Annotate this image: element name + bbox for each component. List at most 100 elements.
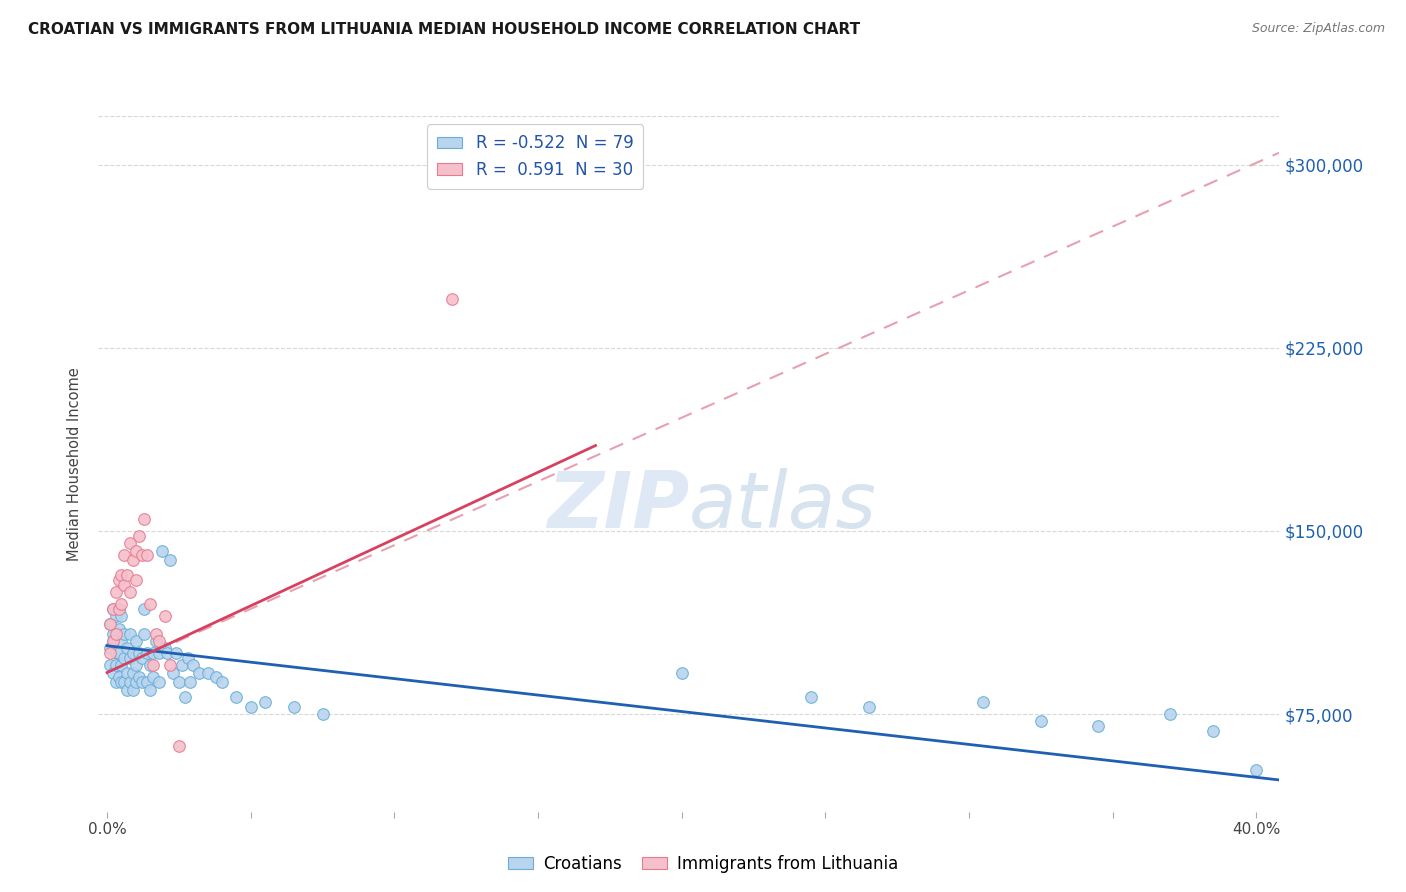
Point: [139, 597, 162, 611]
Point: [107, 602, 129, 616]
Text: ZIP: ZIP: [547, 467, 689, 543]
Point: [159, 553, 181, 567]
Point: [110, 675, 132, 690]
Point: [112, 675, 135, 690]
Point: [181, 658, 204, 673]
Point: [205, 670, 228, 684]
Point: [110, 568, 132, 582]
Point: [1246, 763, 1268, 777]
Point: [134, 626, 156, 640]
Point: [153, 609, 176, 624]
Point: [125, 658, 148, 673]
Point: [98, 646, 121, 660]
Point: [112, 549, 135, 563]
Point: [142, 670, 165, 684]
Point: [112, 577, 135, 591]
Point: [131, 675, 153, 690]
Point: [179, 675, 201, 690]
Point: [118, 651, 141, 665]
Point: [134, 512, 156, 526]
Point: [671, 665, 693, 680]
Point: [148, 646, 170, 660]
Legend: R = -0.522  N = 79, R =  0.591  N = 30: R = -0.522 N = 79, R = 0.591 N = 30: [427, 124, 644, 188]
Point: [101, 602, 124, 616]
Point: [145, 626, 167, 640]
Point: [110, 658, 132, 673]
Point: [104, 646, 127, 660]
Point: [156, 646, 179, 660]
Point: [136, 549, 159, 563]
Point: [162, 665, 184, 680]
Text: Source: ZipAtlas.com: Source: ZipAtlas.com: [1251, 22, 1385, 36]
Point: [239, 699, 262, 714]
Point: [115, 568, 138, 582]
Point: [98, 641, 121, 656]
Point: [170, 658, 193, 673]
Point: [150, 543, 173, 558]
Point: [110, 633, 132, 648]
Point: [142, 658, 165, 673]
Point: [148, 633, 170, 648]
Point: [107, 573, 129, 587]
Point: [283, 699, 305, 714]
Point: [188, 665, 211, 680]
Point: [118, 585, 141, 599]
Point: [1159, 707, 1181, 722]
Point: [98, 616, 121, 631]
Legend: Croatians, Immigrants from Lithuania: Croatians, Immigrants from Lithuania: [502, 848, 904, 880]
Point: [136, 646, 159, 660]
Point: [125, 633, 148, 648]
Point: [254, 695, 277, 709]
Point: [112, 651, 135, 665]
Point: [858, 699, 880, 714]
Point: [101, 665, 124, 680]
Point: [104, 675, 127, 690]
Point: [118, 536, 141, 550]
Point: [101, 633, 124, 648]
Point: [125, 573, 148, 587]
Point: [148, 675, 170, 690]
Point: [104, 585, 127, 599]
Point: [136, 675, 159, 690]
Point: [101, 626, 124, 640]
Point: [104, 609, 127, 624]
Point: [118, 675, 141, 690]
Point: [115, 682, 138, 697]
Point: [104, 658, 127, 673]
Point: [115, 665, 138, 680]
Point: [122, 553, 145, 567]
Point: [139, 682, 162, 697]
Point: [98, 616, 121, 631]
Point: [197, 665, 219, 680]
Point: [128, 529, 150, 543]
Point: [142, 646, 165, 660]
Point: [1029, 714, 1052, 729]
Point: [118, 626, 141, 640]
Point: [311, 707, 333, 722]
Point: [134, 602, 156, 616]
Point: [112, 626, 135, 640]
Point: [107, 646, 129, 660]
Point: [167, 739, 190, 753]
Point: [110, 609, 132, 624]
Point: [440, 292, 463, 306]
Point: [211, 675, 233, 690]
Point: [145, 633, 167, 648]
Point: [107, 670, 129, 684]
Point: [1202, 724, 1225, 739]
Point: [115, 641, 138, 656]
Point: [107, 622, 129, 636]
Point: [131, 651, 153, 665]
Point: [98, 658, 121, 673]
Point: [131, 549, 153, 563]
Text: CROATIAN VS IMMIGRANTS FROM LITHUANIA MEDIAN HOUSEHOLD INCOME CORRELATION CHART: CROATIAN VS IMMIGRANTS FROM LITHUANIA ME…: [28, 22, 860, 37]
Point: [101, 602, 124, 616]
Point: [176, 651, 198, 665]
Point: [173, 690, 195, 704]
Point: [1087, 719, 1109, 733]
Point: [972, 695, 994, 709]
Point: [128, 670, 150, 684]
Point: [104, 626, 127, 640]
Point: [167, 675, 190, 690]
Point: [101, 633, 124, 648]
